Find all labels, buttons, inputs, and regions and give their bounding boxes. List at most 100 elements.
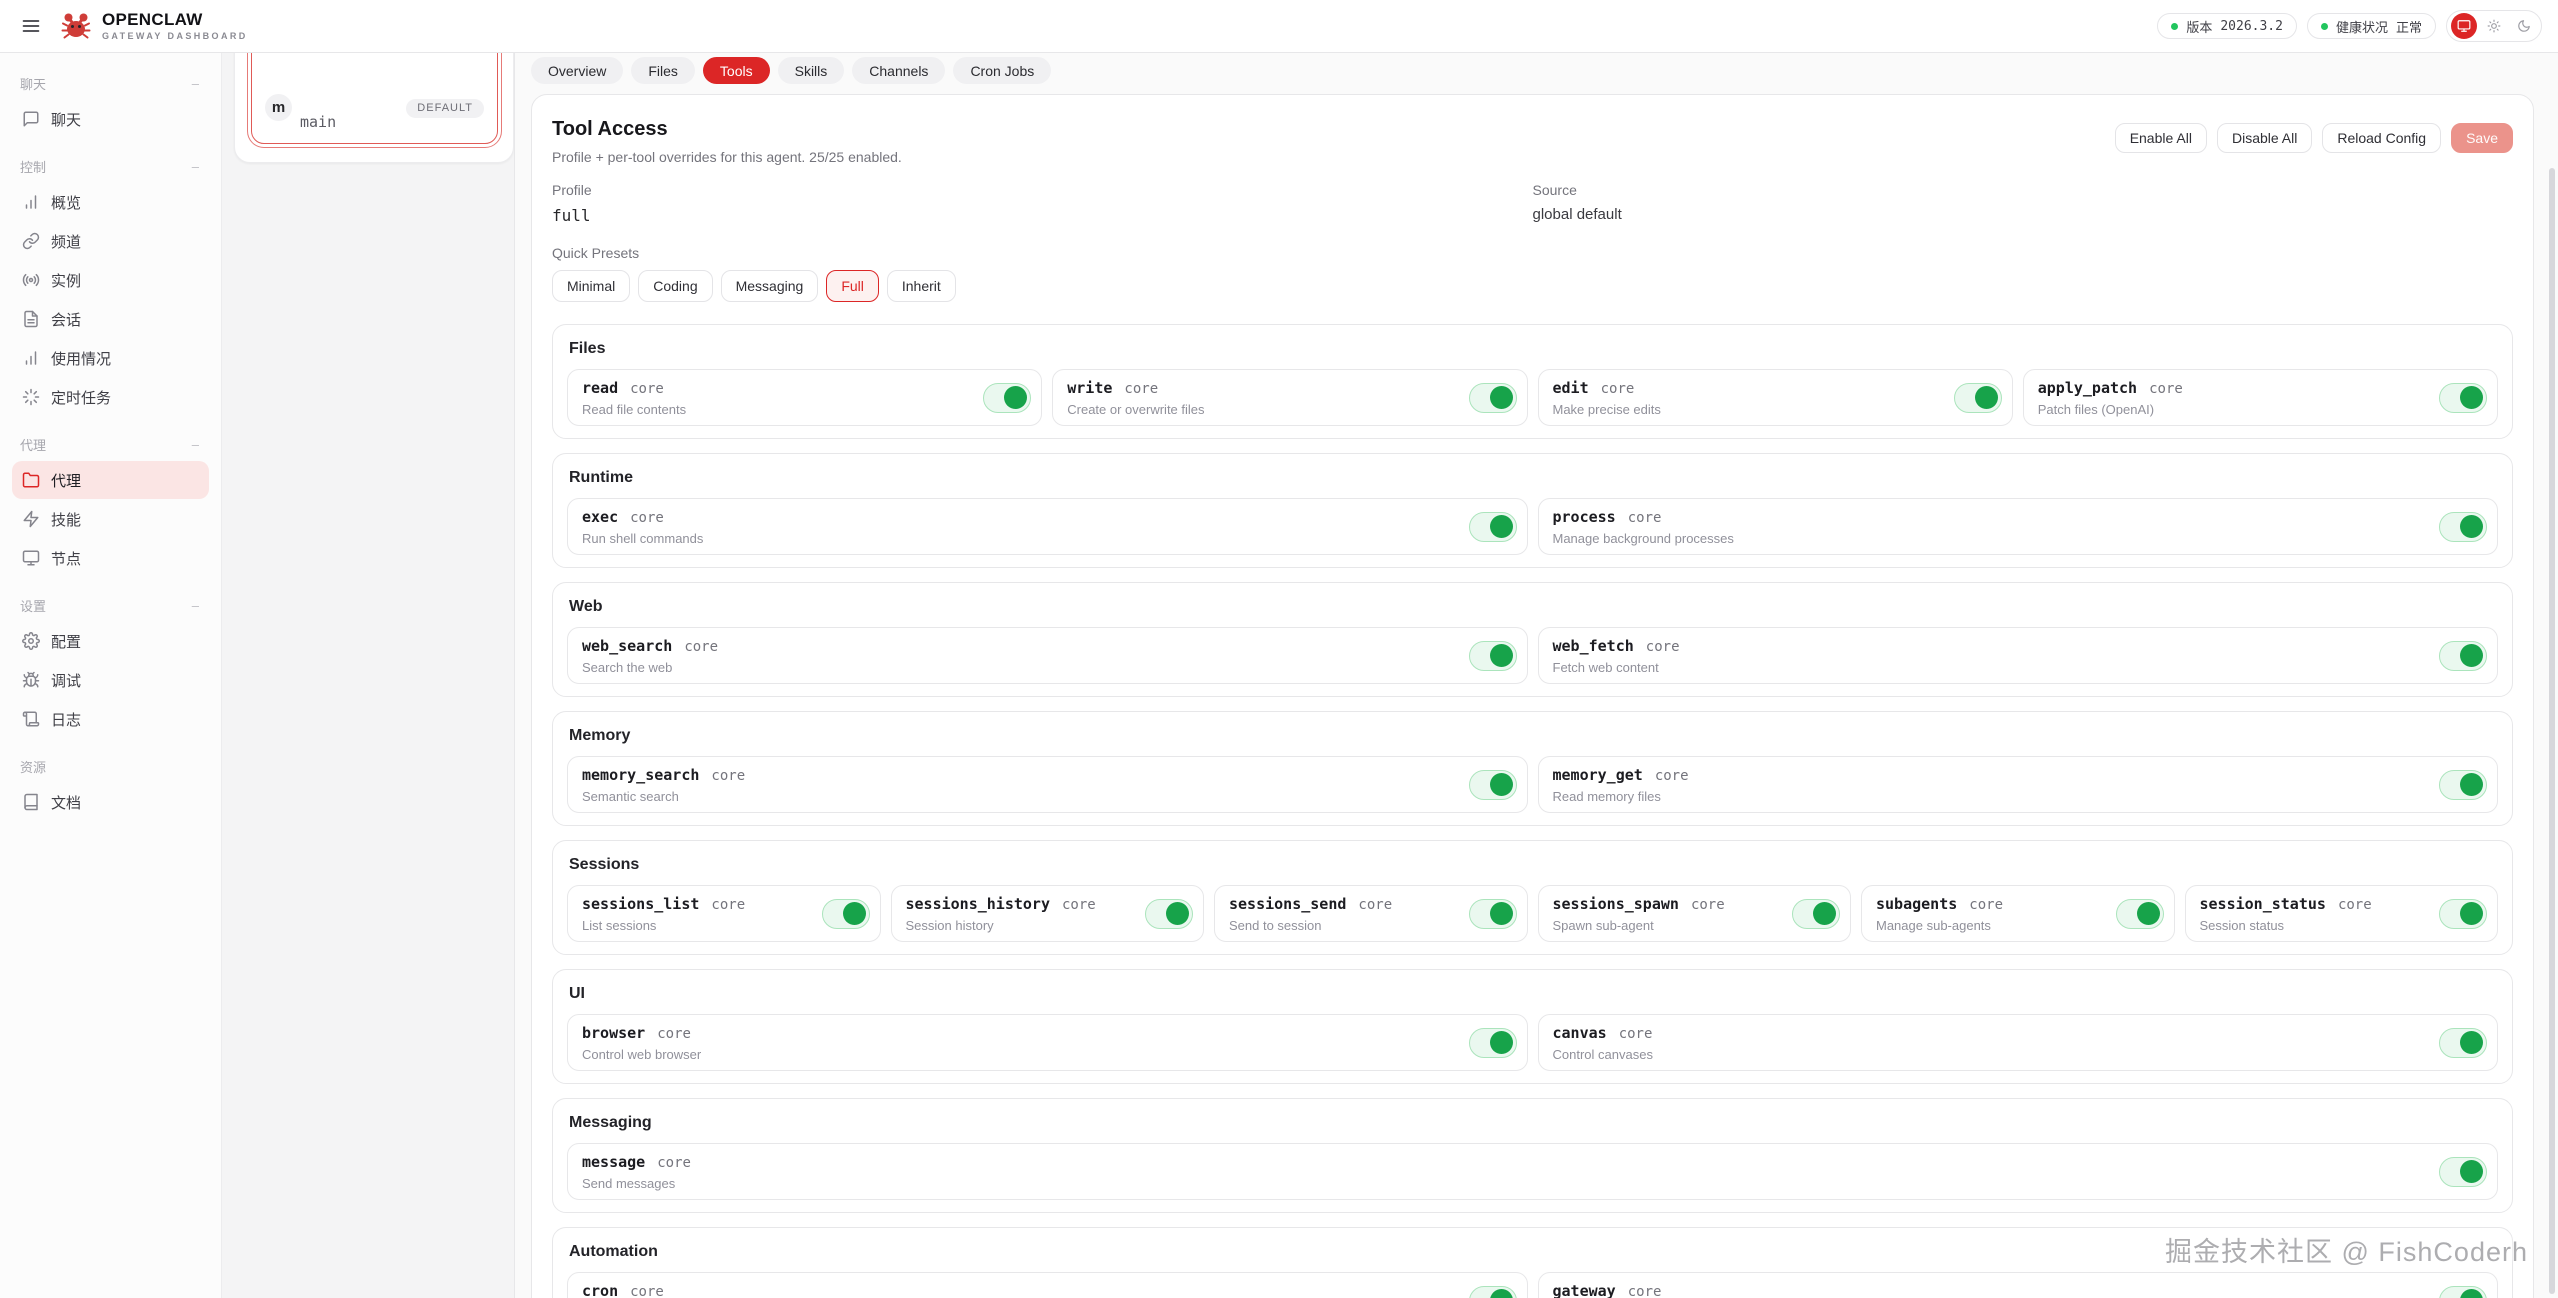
tool-description: Control web browser bbox=[582, 1046, 702, 1062]
preset-coding-button[interactable]: Coding bbox=[638, 270, 713, 302]
tool-name-row: session_status core bbox=[2200, 895, 2432, 913]
toggle-apply_patch[interactable] bbox=[2439, 382, 2487, 413]
toggle-sessions_send[interactable] bbox=[1468, 898, 1517, 929]
toggle-sessions_list[interactable] bbox=[821, 898, 870, 929]
toggle-knob bbox=[2136, 902, 2160, 925]
toggle-sessions_history[interactable] bbox=[1145, 898, 1193, 929]
sidebar-section--[interactable]: 聊天 – bbox=[12, 65, 209, 100]
toggle-knob bbox=[2460, 1031, 2483, 1054]
sidebar-item-skills[interactable]: 技能 bbox=[12, 500, 209, 538]
sidebar-item-label: 使用情况 bbox=[51, 350, 112, 368]
tab-files[interactable]: Files bbox=[631, 57, 695, 84]
sidebar-item-docs[interactable]: 文档 bbox=[12, 783, 209, 821]
enable-all-button[interactable]: Enable All bbox=[2114, 123, 2207, 153]
agent-item-main[interactable]: m main DEFAULT bbox=[247, 53, 502, 148]
sidebar-item-instances[interactable]: 实例 bbox=[12, 261, 209, 299]
sidebar: 聊天 – 聊天控制 – 概览 频道 实例 会话使用情况定时任务代理 – 代理技能 节点设置 – 配置 调试… bbox=[0, 53, 222, 1298]
toggle-knob bbox=[1166, 902, 1189, 925]
sidebar-section--[interactable]: 控制 – bbox=[12, 148, 209, 183]
menu-icon[interactable] bbox=[16, 11, 46, 41]
toggle-subagents[interactable] bbox=[2115, 898, 2164, 929]
sidebar-section--[interactable]: 设置 – bbox=[12, 587, 209, 622]
preset-full-button[interactable]: Full bbox=[826, 270, 879, 302]
theme-dark-button[interactable] bbox=[2511, 13, 2537, 39]
tab-overview[interactable]: Overview bbox=[531, 57, 624, 84]
toggle-process[interactable] bbox=[2439, 511, 2487, 542]
tool-description: Send messages bbox=[582, 1175, 676, 1191]
toggle-session_status[interactable] bbox=[2439, 898, 2487, 929]
toggle-knob bbox=[1489, 773, 1513, 796]
sidebar-item-debug[interactable]: 调试 bbox=[12, 661, 209, 699]
toggle-sessions_spawn[interactable] bbox=[1792, 898, 1840, 929]
toggle-gateway[interactable] bbox=[2439, 1285, 2487, 1298]
tab-cron-jobs[interactable]: Cron Jobs bbox=[953, 57, 1052, 84]
sidebar-item-overview[interactable]: 概览 bbox=[12, 183, 209, 221]
save-button[interactable]: Save bbox=[2451, 123, 2513, 153]
sidebar-item-usage[interactable]: 使用情况 bbox=[12, 339, 209, 377]
reload-config-button[interactable]: Reload Config bbox=[2322, 123, 2442, 153]
toggle-message[interactable] bbox=[2439, 1156, 2487, 1187]
preset-minimal-button[interactable]: Minimal bbox=[552, 270, 631, 302]
vertical-scrollbar[interactable] bbox=[2549, 168, 2555, 1294]
theme-system-button[interactable] bbox=[2451, 13, 2477, 39]
tool-tag: core bbox=[711, 896, 746, 913]
theme-light-button[interactable] bbox=[2481, 13, 2507, 39]
toggle-memory_get[interactable] bbox=[2439, 769, 2487, 800]
main-content: Overview Files Tools Skills Channels Cron Job… bbox=[515, 53, 2558, 1298]
toggle-read[interactable] bbox=[983, 382, 1032, 413]
collapse-icon[interactable]: – bbox=[191, 437, 199, 452]
sidebar-item-nodes[interactable]: 节点 bbox=[12, 539, 209, 577]
tool-card-web_fetch: web_fetch core Fetch web content bbox=[1537, 627, 2498, 684]
sidebar-section--[interactable]: 代理 – bbox=[12, 426, 209, 461]
sidebar-item-label: 代理 bbox=[51, 472, 82, 490]
tool-grid: web_search core Search the web web_fetch cor… bbox=[567, 627, 2498, 684]
tab-tools[interactable]: Tools bbox=[702, 57, 770, 84]
tool-tag: core bbox=[1358, 896, 1393, 913]
tab-skills[interactable]: Skills bbox=[777, 57, 845, 84]
sidebar-item-chat[interactable]: 聊天 bbox=[12, 100, 209, 138]
tool-grid: message core Send messages bbox=[567, 1143, 2498, 1200]
preset-messaging-button[interactable]: Messaging bbox=[720, 270, 819, 302]
app-logo-crab-icon bbox=[60, 10, 92, 42]
toggle-web_search[interactable] bbox=[1468, 640, 1517, 671]
tool-card-write: write core Create or overwrite files bbox=[1052, 369, 1528, 426]
tool-description: Read file contents bbox=[582, 401, 687, 417]
version-status-dot bbox=[2171, 22, 2179, 30]
tool-name: web_search bbox=[582, 636, 673, 655]
tool-tag: core bbox=[630, 1283, 664, 1298]
sidebar-item-sessions[interactable]: 会话 bbox=[12, 300, 209, 338]
toggle-web_fetch[interactable] bbox=[2439, 640, 2487, 671]
tool-grid: sessions_list core List sessions sessions_h… bbox=[567, 885, 2498, 942]
tool-description: Manage sub-agents bbox=[1876, 917, 1991, 933]
monitor-icon bbox=[2457, 19, 2471, 33]
collapse-icon[interactable]: – bbox=[191, 159, 199, 174]
toggle-exec[interactable] bbox=[1468, 511, 1517, 542]
tool-name: browser bbox=[582, 1023, 646, 1042]
toggle-knob bbox=[1974, 386, 1998, 409]
sidebar-item-logs[interactable]: 日志 bbox=[12, 700, 209, 738]
collapse-icon[interactable]: – bbox=[191, 598, 199, 613]
sidebar-item-cron-tasks[interactable]: 定时任务 bbox=[12, 378, 209, 416]
chat-icon bbox=[22, 110, 40, 128]
tool-group-messaging: Messaging message core Send messages bbox=[552, 1098, 2513, 1213]
toggle-browser[interactable] bbox=[1468, 1027, 1517, 1058]
tool-group-web: Web web_search core Search the web web_fetch… bbox=[552, 582, 2513, 697]
toggle-cron[interactable] bbox=[1468, 1285, 1517, 1298]
collapse-icon[interactable]: – bbox=[191, 76, 199, 91]
disable-all-button[interactable]: Disable All bbox=[2216, 123, 2313, 153]
toggle-edit[interactable] bbox=[1953, 382, 2002, 413]
toggle-write[interactable] bbox=[1468, 382, 1517, 413]
sidebar-item-agents[interactable]: 代理 bbox=[12, 461, 209, 499]
toggle-canvas[interactable] bbox=[2439, 1027, 2487, 1058]
tool-name: memory_get bbox=[1552, 765, 1643, 784]
sidebar-item-config[interactable]: 配置 bbox=[12, 622, 209, 660]
sidebar-item-channels[interactable]: 频道 bbox=[12, 222, 209, 260]
tool-access-header: Tool Access Profile + per-tool overrides… bbox=[552, 117, 2513, 165]
preset-inherit-button[interactable]: Inherit bbox=[886, 270, 956, 302]
tool-card-sessions_send: sessions_send core Send to session bbox=[1214, 885, 1528, 942]
tool-access-panel: Tool Access Profile + per-tool overrides… bbox=[531, 94, 2534, 1298]
tool-group-runtime: Runtime exec core Run shell commands process… bbox=[552, 453, 2513, 568]
toggle-memory_search[interactable] bbox=[1468, 769, 1517, 800]
tab-channels[interactable]: Channels bbox=[852, 57, 946, 84]
toggle-knob bbox=[1489, 1289, 1513, 1298]
